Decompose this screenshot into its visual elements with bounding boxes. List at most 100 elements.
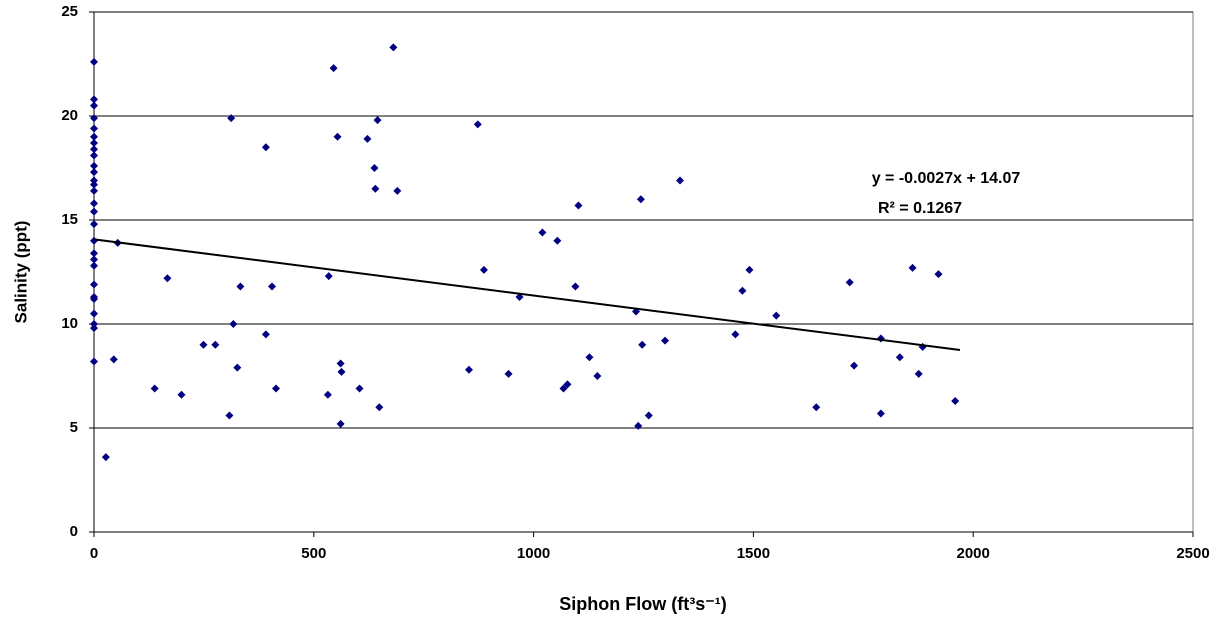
point <box>90 249 98 258</box>
point <box>90 176 98 185</box>
point <box>845 278 854 287</box>
x-tick-label: 1500 <box>737 545 770 562</box>
point <box>90 357 98 366</box>
point <box>636 195 645 204</box>
point <box>675 176 684 185</box>
point <box>177 390 186 399</box>
point <box>553 236 562 245</box>
point <box>236 282 245 291</box>
point <box>229 320 238 328</box>
point <box>90 180 98 189</box>
point <box>90 151 98 160</box>
r-squared: R² = 0.1267 <box>878 200 962 217</box>
point <box>914 369 923 378</box>
point <box>90 139 98 148</box>
point <box>371 184 380 193</box>
point <box>324 272 333 281</box>
point <box>661 336 670 345</box>
point <box>571 282 580 291</box>
trendline <box>93 238 961 351</box>
point <box>233 363 242 372</box>
point <box>738 286 747 295</box>
point <box>90 280 98 289</box>
point <box>90 101 98 110</box>
point <box>585 353 594 362</box>
point <box>101 453 110 462</box>
point <box>559 384 568 393</box>
y-axis-label: Salinity (ppt) <box>11 221 30 324</box>
point <box>90 220 98 229</box>
point <box>504 369 513 378</box>
point <box>593 372 602 380</box>
point <box>271 384 280 393</box>
point <box>150 384 159 393</box>
point <box>225 411 234 420</box>
plot-area <box>93 11 1194 533</box>
point <box>638 340 647 349</box>
point <box>90 255 98 264</box>
point <box>951 396 960 405</box>
point <box>393 186 402 195</box>
point <box>336 359 345 368</box>
x-tick-label: 0 <box>90 545 98 562</box>
point <box>908 263 917 272</box>
point <box>563 380 572 389</box>
x-tick-label: 2500 <box>1176 545 1209 562</box>
point <box>261 330 270 339</box>
y-tick-label: 25 <box>61 3 78 20</box>
point <box>323 390 332 399</box>
y-tick-label: 20 <box>61 107 78 124</box>
point <box>337 367 346 376</box>
point <box>90 207 98 216</box>
point <box>850 361 859 370</box>
x-tick-label: 500 <box>301 545 326 562</box>
point <box>772 311 781 320</box>
point <box>355 384 364 393</box>
point <box>90 295 98 304</box>
point <box>90 95 98 104</box>
point <box>90 124 98 133</box>
point <box>199 340 208 349</box>
point <box>90 261 98 270</box>
point <box>634 421 643 430</box>
point <box>163 274 172 283</box>
point <box>109 355 118 364</box>
point <box>90 324 98 333</box>
point <box>90 168 98 177</box>
point <box>373 116 382 125</box>
point <box>574 201 583 210</box>
point <box>389 43 398 52</box>
point <box>336 419 345 428</box>
point <box>90 145 98 154</box>
point <box>644 411 653 420</box>
x-tick-label: 2000 <box>957 545 990 562</box>
point <box>473 120 482 129</box>
point <box>333 132 342 141</box>
point <box>90 57 98 66</box>
point <box>90 161 98 170</box>
point <box>261 143 270 152</box>
point <box>90 114 98 123</box>
point <box>731 330 740 339</box>
point <box>90 186 98 195</box>
y-tick-label: 0 <box>70 523 78 540</box>
y-tick-label: 15 <box>61 211 78 228</box>
point <box>895 353 904 362</box>
equation: y = -0.0027x + 14.07 <box>872 170 1021 187</box>
point <box>90 132 98 141</box>
point <box>363 134 372 143</box>
point <box>876 409 885 418</box>
point <box>90 309 98 318</box>
point <box>464 365 473 374</box>
point <box>812 403 821 412</box>
point <box>375 403 384 412</box>
y-tick-label: 10 <box>61 315 78 332</box>
x-tick-label: 1000 <box>517 545 550 562</box>
y-tick-label: 5 <box>70 419 78 436</box>
point <box>90 236 98 245</box>
point <box>227 114 236 123</box>
point <box>268 282 277 291</box>
point <box>538 228 547 237</box>
point <box>934 270 943 279</box>
